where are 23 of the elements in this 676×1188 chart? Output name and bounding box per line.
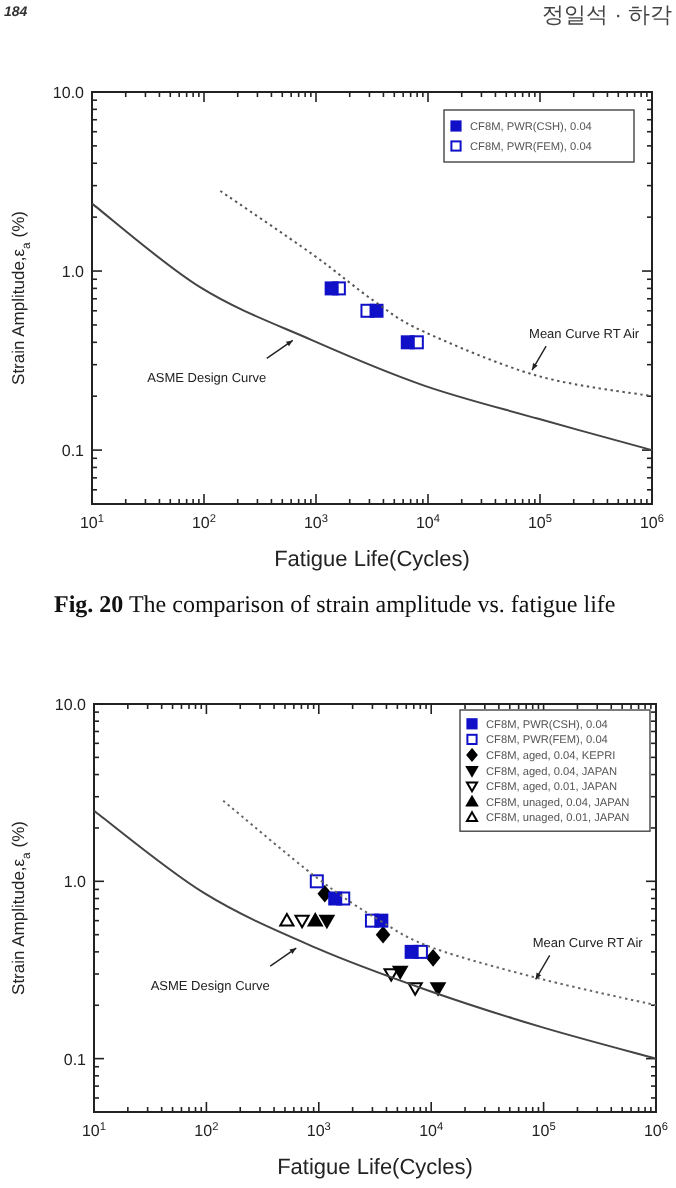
y-tick-label: 1.0 bbox=[63, 873, 88, 892]
caption: Fig. 20 The comparison of strain amplitude vs. fatigue life bbox=[54, 590, 618, 618]
y-tick-label: 0.1 bbox=[63, 1050, 88, 1069]
x-tick-label: 10$^{4}$ bbox=[419, 1122, 444, 1140]
x-tick-label: 10$^{1}$ bbox=[81, 1122, 107, 1140]
x-tick-label: 10$^{6}$ bbox=[643, 1122, 669, 1140]
x-axis-title: Fatigue Life(Cycles) bbox=[277, 1156, 473, 1180]
x-tick-label: 10$^{4}$ bbox=[415, 514, 441, 532]
x-tick-label: 10$^{5}$ bbox=[527, 514, 553, 532]
x-tick-label: 10$^{3}$ bbox=[303, 514, 329, 532]
text: 정일석 · 하각 bbox=[542, 4, 672, 28]
y-tick-label: 10.0 bbox=[54, 696, 88, 714]
x-tick-label: 10$^{3}$ bbox=[306, 1122, 331, 1140]
x-tick-label: 10$^{6}$ bbox=[639, 514, 665, 532]
x-tick-label: 10$^{1}$ bbox=[79, 514, 105, 532]
x-tick-label: 10$^{5}$ bbox=[531, 1122, 556, 1140]
y-tick-label: 0.1 bbox=[61, 442, 86, 461]
line-series bbox=[93, 809, 657, 1060]
x-axis-title: Fatigue Life(Cycles) bbox=[274, 548, 470, 572]
x-tick-label: 10$^{2}$ bbox=[194, 1122, 219, 1140]
y-tick-label: 10.0 bbox=[52, 84, 86, 102]
y-tick-label: 1.0 bbox=[61, 263, 86, 282]
x-tick-label: 10$^{2}$ bbox=[191, 514, 217, 532]
